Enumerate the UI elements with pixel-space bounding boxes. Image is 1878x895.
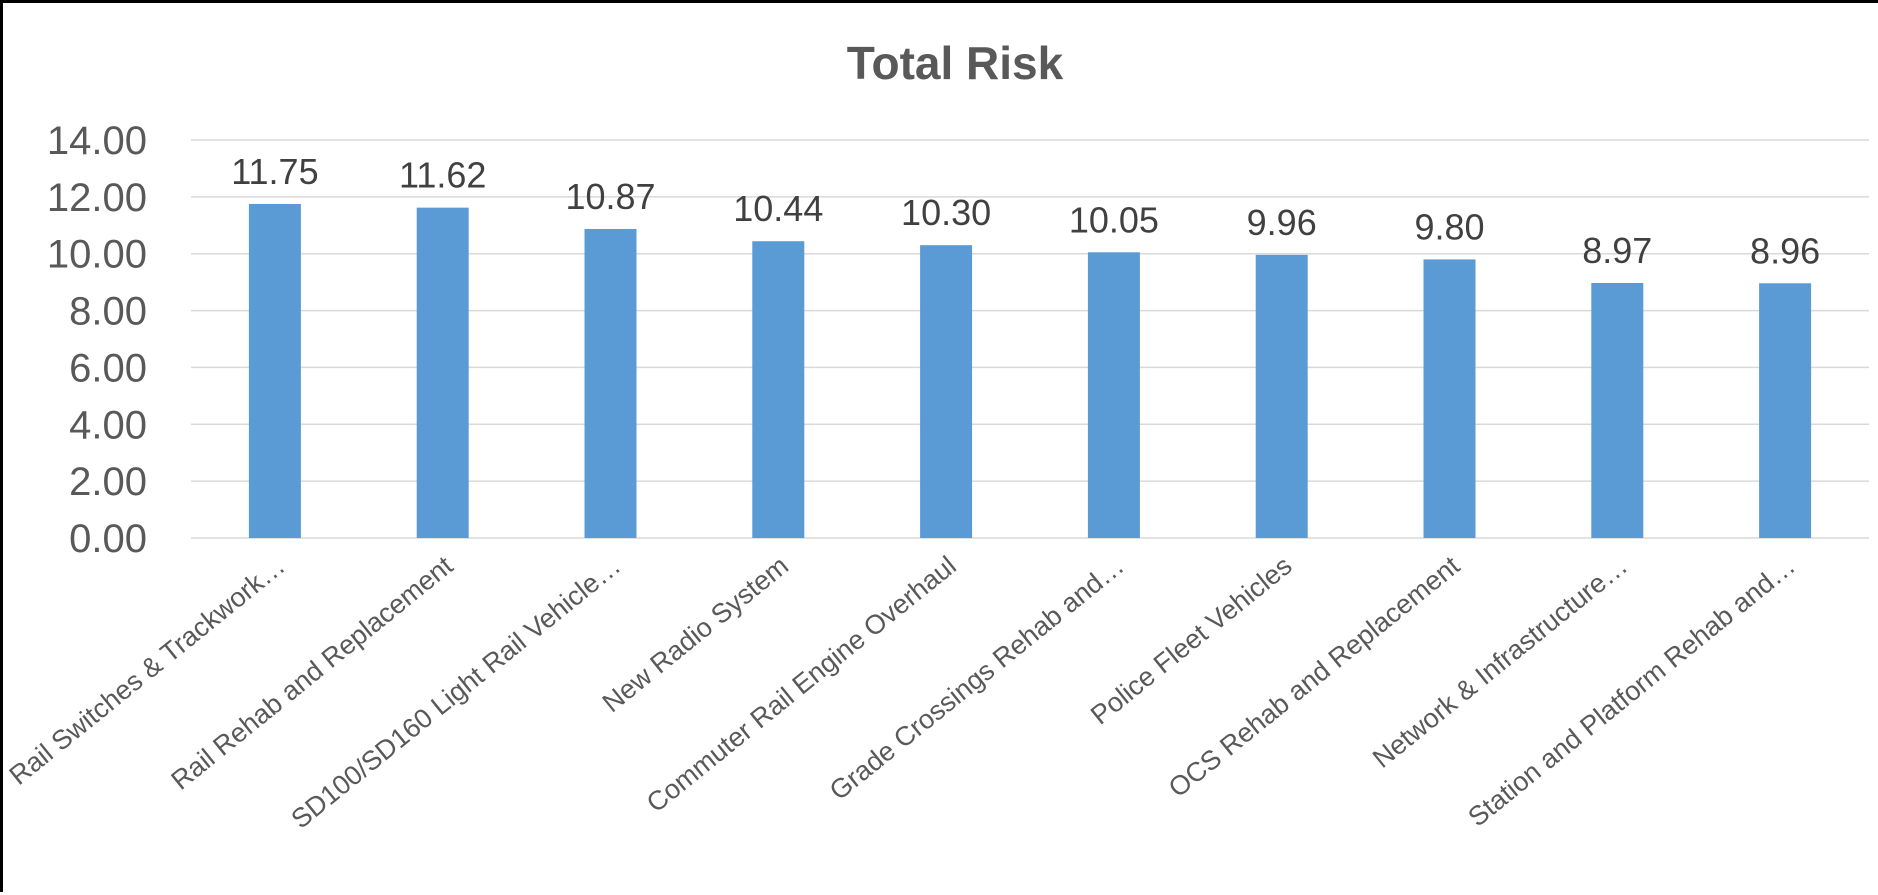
data-label: 8.97 — [1582, 230, 1652, 271]
x-tick-label: Station and Platform Rehab and… — [1462, 550, 1800, 832]
y-tick-label: 8.00 — [69, 290, 147, 334]
y-tick-label: 10.00 — [47, 233, 147, 277]
y-axis: 0.00 2.00 4.00 6.00 8.00 10.00 12.00 14.00 — [47, 119, 147, 561]
bar — [584, 228, 637, 538]
bar — [1591, 282, 1644, 538]
data-labels: 11.75 11.62 10.87 10.44 10.30 10.05 9.96 9.80 8.… — [231, 151, 1820, 271]
bar — [1087, 252, 1140, 539]
x-tick-label: SD100/SD160 Light Rail Vehicle… — [285, 550, 626, 834]
data-label: 9.80 — [1414, 206, 1484, 247]
chart-title: Total Risk — [847, 37, 1064, 89]
data-label: 10.30 — [901, 192, 991, 233]
y-tick-label: 12.00 — [47, 176, 147, 220]
x-tick-label: OCS Rehab and Replacement — [1163, 550, 1466, 803]
bar — [920, 245, 973, 538]
bar — [1255, 254, 1308, 538]
data-label: 11.62 — [399, 155, 486, 196]
x-axis: Rail Switches & Trackwork…Rail Rehab and… — [4, 550, 1801, 834]
data-label: 10.05 — [1069, 199, 1159, 240]
x-tick-label: Rail Switches & Trackwork… — [4, 550, 291, 790]
data-label: 10.44 — [733, 188, 823, 229]
y-tick-label: 14.00 — [47, 119, 147, 163]
bar — [1423, 259, 1476, 538]
y-tick-label: 6.00 — [69, 346, 147, 390]
x-tick-label: Grade Crossings Rehab and… — [824, 550, 1130, 806]
x-tick-label: Rail Rehab and Replacement — [165, 550, 458, 796]
y-tick-label: 0.00 — [69, 517, 147, 561]
gridlines — [191, 139, 1869, 539]
bar — [416, 207, 469, 538]
data-label: 9.96 — [1247, 202, 1317, 243]
data-label: 10.87 — [565, 176, 655, 217]
x-tick-label: Commuter Rail Engine Overhaul — [641, 550, 962, 818]
bar — [752, 241, 805, 538]
x-tick-label: New Radio System — [597, 550, 794, 718]
y-tick-label: 2.00 — [69, 460, 147, 504]
bar — [248, 203, 301, 538]
bar — [1759, 283, 1812, 538]
data-label: 8.96 — [1750, 230, 1820, 271]
bars — [248, 203, 1812, 539]
data-label: 11.75 — [231, 151, 318, 192]
y-tick-label: 4.00 — [69, 403, 147, 447]
bar-chart: Total Risk 0.00 2.00 4.00 6.00 8.00 10.00 12.0… — [4, 37, 1869, 834]
